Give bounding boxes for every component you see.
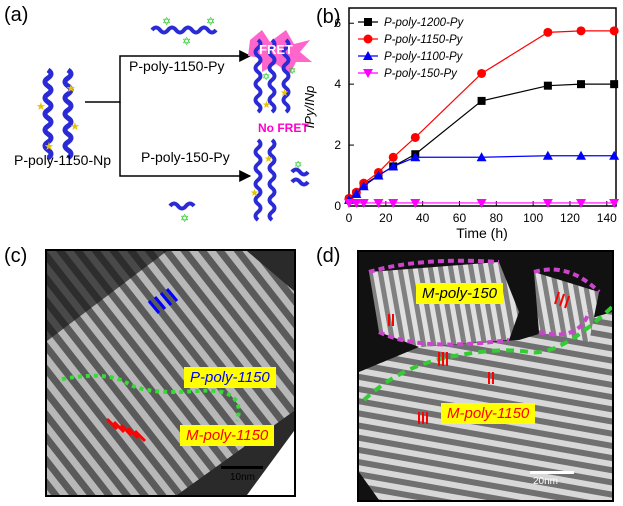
start-helix-pair: ★ ★ ★ ★	[36, 67, 80, 161]
bottom-branch-arrow	[119, 102, 252, 182]
red-marks-d	[388, 291, 570, 424]
data-point	[609, 150, 620, 160]
svg-text:★: ★	[250, 188, 259, 199]
svg-text:✡: ✡	[180, 213, 189, 225]
data-point	[388, 152, 398, 162]
blue-helix-marks	[147, 288, 179, 314]
no-fret-bundle: ★ ★ ✡	[250, 138, 310, 222]
data-point	[542, 150, 553, 160]
data-point	[576, 150, 587, 160]
label-p-poly-c: P-poly-1150	[184, 367, 276, 388]
data-point	[542, 198, 553, 208]
data-point	[358, 181, 369, 191]
legend-entry: P-poly-150-Py	[384, 68, 458, 80]
x-tick-label: 80	[490, 211, 504, 225]
data-point	[543, 27, 553, 37]
label-m-poly-50-d: M-poly-150	[416, 283, 504, 304]
y-tick-label: 0	[334, 199, 341, 213]
x-tick-label: 140	[597, 211, 617, 225]
svg-text:✡: ✡	[206, 16, 215, 28]
x-tick-label: 120	[560, 211, 580, 225]
no-fret-label: No FRET	[258, 121, 309, 135]
x-tick-label: 100	[523, 211, 543, 225]
data-point	[410, 198, 421, 208]
domain-boundary-line-d	[362, 305, 612, 402]
x-tick-label: 60	[453, 211, 467, 225]
svg-text:✡: ✡	[262, 72, 270, 83]
data-point	[576, 198, 587, 208]
bottom-arrow-label: P-poly-150-Py	[141, 149, 230, 165]
y-tick-label: 2	[334, 138, 341, 152]
data-point	[609, 26, 619, 36]
scale-bar-c	[221, 466, 263, 469]
y-tick-label: 4	[334, 77, 341, 91]
data-point	[363, 51, 373, 60]
svg-text:✡: ✡	[162, 16, 171, 28]
panel-c-label: (c)	[4, 245, 28, 267]
y-tick-label: 6	[334, 16, 341, 30]
svg-text:★: ★	[36, 101, 46, 113]
data-point	[363, 34, 373, 44]
purple-boundary-lines	[368, 258, 601, 347]
x-axis-label: Time (h)	[456, 225, 508, 241]
data-point	[364, 18, 372, 26]
svg-text:★: ★	[262, 100, 271, 111]
data-point	[388, 198, 399, 208]
y-axis-label: IPy/INp	[302, 86, 317, 129]
data-point	[577, 80, 586, 89]
data-point	[476, 152, 487, 162]
scale-label-d: 20nm	[533, 476, 559, 487]
data-point	[373, 170, 384, 180]
top-arrow-label: P-poly-1150-Py	[129, 58, 225, 74]
legend-entry: P-poly-1150-Py	[384, 34, 464, 46]
data-point	[388, 161, 399, 171]
top-py-helix: ✡ ✡ ✡	[150, 16, 218, 48]
bottom-py-helix: ✡	[168, 201, 196, 225]
kinetics-chart: 0 20 40 60 80 100 120 140 0 2 4 6 P-poly-1200-Py P-p…	[302, 7, 620, 241]
data-point	[543, 81, 552, 90]
x-tick-label: 40	[416, 211, 430, 225]
data-point	[358, 198, 369, 208]
label-m-poly-c: M-poly-1150	[180, 425, 275, 446]
data-point	[610, 80, 619, 89]
top-branch-arrow	[85, 50, 252, 103]
start-polymer-label: P-poly-1150-Np	[14, 152, 112, 168]
data-point	[410, 152, 421, 162]
data-point	[477, 96, 486, 105]
data-point	[410, 132, 420, 142]
data-point	[344, 198, 354, 208]
panel-d-label: (d)	[316, 245, 341, 267]
svg-text:✡: ✡	[182, 36, 191, 48]
fret-bundle: ✡ ★ ★ ✡	[248, 30, 312, 114]
label-m-poly-150-d: M-poly-1150	[441, 403, 536, 424]
x-tick-label: 0	[346, 211, 353, 225]
data-point	[609, 198, 620, 208]
scale-label-c: 10nm	[230, 472, 256, 483]
data-point	[576, 26, 586, 36]
panel-a-label: (a)	[4, 4, 29, 26]
data-point	[351, 198, 362, 208]
x-tick-label: 20	[379, 211, 393, 225]
svg-text:★: ★	[44, 141, 54, 153]
fret-label: FRET	[259, 42, 293, 57]
legend-entry: P-poly-1200-Py	[384, 17, 465, 29]
data-point	[476, 198, 487, 208]
svg-text:★: ★	[66, 83, 76, 95]
series-line	[348, 30, 615, 199]
red-helix-marks	[105, 417, 147, 443]
data-point	[351, 188, 362, 198]
scale-bar-d	[530, 471, 574, 474]
svg-text:✡: ✡	[294, 160, 302, 171]
panel-a-scheme: ★ ★ ★ ★ ✡ ✡ ✡ ✡ ✡ ★ ★ ✡ ★ ★ ✡	[36, 16, 312, 225]
data-point	[477, 68, 487, 78]
panel-b-label: (b)	[316, 6, 341, 28]
data-point	[373, 198, 384, 208]
svg-text:★: ★	[264, 154, 273, 165]
svg-text:★: ★	[280, 88, 289, 99]
legend-entry: P-poly-1100-Py	[384, 51, 464, 63]
svg-text:✡: ✡	[288, 66, 296, 77]
data-point	[363, 69, 373, 78]
svg-text:★: ★	[70, 121, 80, 133]
